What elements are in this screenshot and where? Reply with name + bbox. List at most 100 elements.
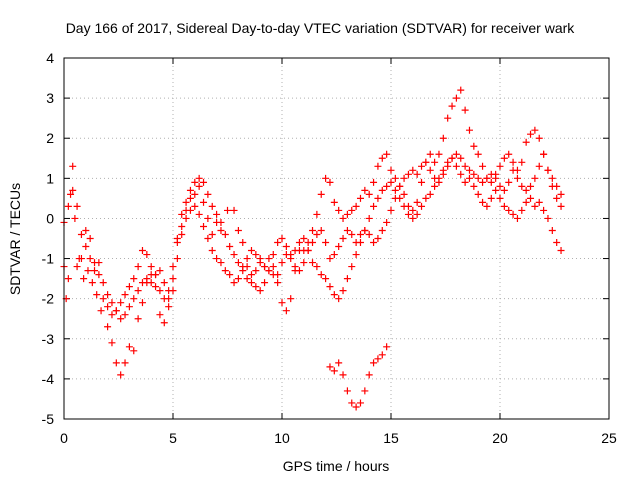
data-point-marker — [217, 218, 225, 226]
data-point-marker — [204, 190, 212, 198]
data-point-marker — [134, 315, 142, 323]
data-point-marker — [374, 235, 382, 242]
data-point-marker — [483, 174, 491, 182]
data-point-marker — [531, 174, 539, 182]
data-point-marker — [117, 371, 125, 379]
data-point-marker — [309, 226, 317, 234]
data-point-marker — [191, 190, 199, 198]
data-point-marker — [343, 210, 351, 218]
data-point-marker — [426, 166, 434, 174]
data-point-marker — [247, 279, 255, 287]
data-point-marker — [496, 182, 504, 190]
data-point-marker — [239, 267, 247, 275]
data-point-marker — [474, 174, 482, 182]
data-point-marker — [80, 275, 88, 283]
data-point-marker — [548, 226, 556, 234]
data-point-marker — [335, 295, 343, 303]
data-point-marker — [531, 126, 539, 134]
data-point-marker — [217, 259, 225, 267]
x-tick-label: 25 — [601, 430, 617, 446]
data-point-marker — [104, 303, 112, 311]
data-point-marker — [134, 287, 142, 295]
data-point-marker — [522, 186, 530, 194]
data-point-marker — [383, 343, 391, 351]
data-point-marker — [134, 263, 142, 271]
data-point-marker — [461, 162, 469, 170]
data-point-marker — [84, 267, 92, 275]
data-point-marker — [505, 150, 513, 158]
data-point-marker — [86, 235, 94, 242]
data-point-marker — [204, 214, 212, 222]
data-point-marker — [522, 138, 530, 146]
data-point-marker — [479, 178, 487, 186]
data-point-marker — [234, 275, 242, 283]
data-point-marker — [527, 182, 535, 190]
data-point-marker — [352, 202, 360, 210]
data-point-marker — [239, 239, 247, 247]
data-point-marker — [291, 247, 299, 255]
data-point-marker — [418, 202, 426, 210]
data-point-marker — [82, 243, 90, 251]
data-point-marker — [99, 279, 107, 287]
data-point-marker — [326, 363, 334, 371]
y-tick-label: 3 — [46, 90, 54, 106]
data-point-marker — [282, 243, 290, 251]
y-tick-label: -4 — [42, 371, 55, 387]
data-point-marker — [261, 279, 269, 287]
data-point-marker — [522, 198, 530, 206]
data-point-marker — [553, 194, 561, 202]
data-point-marker — [226, 243, 234, 251]
data-point-marker — [426, 190, 434, 198]
data-point-marker — [483, 202, 491, 210]
data-point-marker — [387, 178, 395, 186]
x-tick-label: 20 — [492, 430, 508, 446]
data-point-marker — [265, 255, 273, 263]
data-point-marker — [457, 86, 465, 94]
data-point-marker — [67, 190, 75, 198]
data-point-marker — [221, 230, 229, 238]
data-point-marker — [169, 275, 177, 283]
y-axis-label: SDTVAR / TECUs — [7, 183, 23, 295]
data-point-marker — [452, 150, 460, 158]
data-point-marker — [143, 251, 151, 259]
data-point-marker — [487, 194, 495, 202]
data-point-marker — [326, 255, 334, 263]
data-point-marker — [160, 295, 168, 303]
data-point-marker — [535, 162, 543, 170]
chart-title: Day 166 of 2017, Sidereal Day-to-day VTE… — [66, 20, 576, 36]
data-point-marker — [97, 307, 105, 315]
data-point-marker — [204, 235, 212, 242]
data-point-marker — [374, 355, 382, 363]
data-point-marker — [452, 162, 460, 170]
data-point-marker — [69, 186, 77, 194]
data-point-marker — [330, 367, 338, 375]
data-point-marker — [108, 299, 116, 307]
data-point-marker — [243, 255, 251, 263]
data-point-marker — [409, 206, 417, 214]
data-point-marker — [130, 347, 138, 355]
data-point-marker — [465, 174, 473, 182]
data-point-marker — [339, 235, 347, 242]
data-point-marker — [418, 178, 426, 186]
data-point-marker — [404, 170, 412, 178]
data-point-marker — [461, 106, 469, 114]
data-point-marker — [108, 339, 116, 347]
data-point-marker — [217, 226, 225, 234]
data-point-marker — [173, 255, 181, 263]
data-point-marker — [557, 190, 565, 198]
data-point-marker — [152, 283, 160, 291]
data-point-marker — [527, 194, 535, 202]
data-point-marker — [274, 279, 282, 287]
data-point-marker — [492, 174, 500, 182]
data-points — [60, 86, 565, 411]
data-point-marker — [383, 150, 391, 158]
data-point-marker — [474, 190, 482, 198]
data-point-marker — [213, 255, 221, 263]
data-point-marker — [160, 319, 168, 327]
data-point-marker — [86, 255, 94, 263]
data-point-marker — [339, 371, 347, 379]
data-point-marker — [356, 399, 364, 407]
data-point-marker — [64, 275, 72, 283]
data-point-marker — [295, 239, 303, 247]
